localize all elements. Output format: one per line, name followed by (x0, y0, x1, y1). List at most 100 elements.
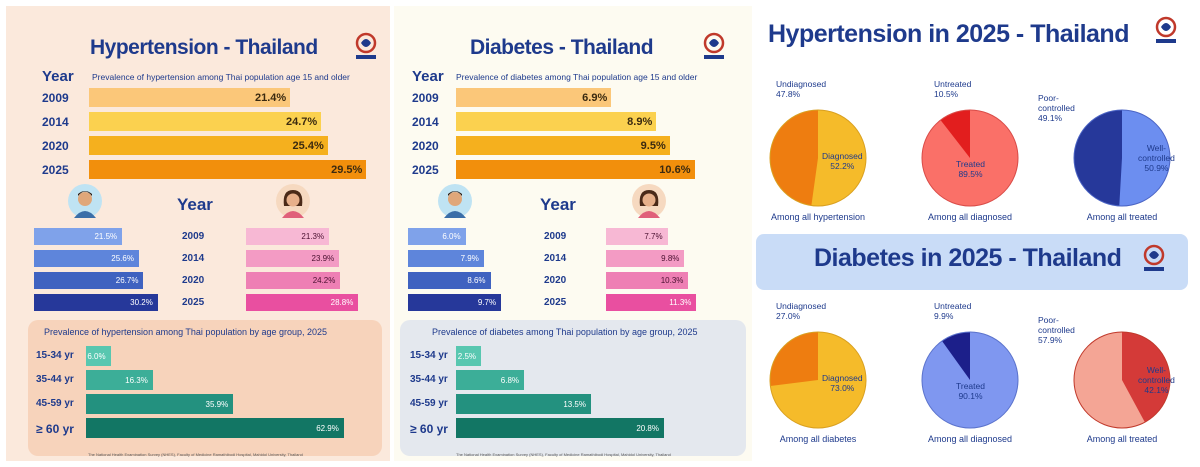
pie-inner-label: Well- controlled 42.1% (1138, 365, 1175, 395)
year-header: Year (42, 68, 74, 85)
pie-caption: Among all diagnosed (927, 434, 1013, 444)
age-label: 15-34 yr (36, 350, 74, 361)
overall-bar: 29.5% (89, 160, 367, 179)
pies-2025-panel: Hypertension in 2025 - Thailand Undiagno… (756, 6, 1194, 461)
female-avatar-icon (276, 184, 310, 218)
male-avatar-icon (438, 184, 472, 218)
sex-year-header: Year (177, 195, 213, 214)
female-bar: 23.9% (246, 250, 340, 267)
sex-year-label: 2009 (182, 231, 205, 242)
female-avatar-icon (632, 184, 666, 218)
overall-bar: 6.9% (456, 88, 612, 107)
pie-caption: Among all diabetes (779, 434, 857, 444)
sex-year-label: 2009 (544, 231, 567, 242)
overall-bar: 24.7% (89, 112, 322, 131)
pie-slice-minor (1074, 110, 1122, 206)
overall-subtitle: Prevalence of hypertension among Thai po… (92, 72, 350, 82)
diabetes-panel: Diabetes - Thailand Year Prevalence of d… (394, 6, 752, 461)
overall-subtitle: Prevalence of diabetes among Thai popula… (456, 72, 698, 82)
age-label: 35-44 yr (36, 374, 74, 385)
diabetes-title: Diabetes - Thailand (470, 36, 654, 59)
male-bar: 6.0% (408, 228, 466, 245)
pie-outer-label: Poor- controlled 57.9% (1038, 315, 1075, 345)
year-label: 2025 (412, 163, 439, 177)
survey-logo-icon (703, 32, 725, 59)
overall-bar: 21.4% (89, 88, 291, 107)
male-bar: 9.7% (408, 294, 502, 311)
pie-slice-minor (942, 332, 970, 380)
year-label: 2025 (42, 163, 69, 177)
pie-outline (1073, 109, 1171, 207)
age-bar: 13.5% (456, 394, 591, 414)
overall-bar: 10.6% (456, 160, 695, 179)
age-label: ≥ 60 yr (410, 422, 448, 436)
age-label: 15-34 yr (410, 350, 448, 361)
pie-outer-label: Untreated 10.5% (934, 79, 972, 99)
male-bar: 25.6% (34, 250, 139, 267)
age-label: 45-59 yr (410, 398, 448, 409)
pie-slice-minor (770, 332, 818, 387)
pie-chart (921, 109, 1019, 207)
female-bar: 21.3% (246, 228, 330, 245)
pie-slice-minor (940, 110, 970, 158)
sex-year-label: 2014 (544, 253, 567, 264)
survey-logo-icon (1143, 244, 1165, 271)
overall-bar: 25.4% (89, 136, 328, 155)
pie-inner-label: Well- controlled 50.9% (1138, 143, 1175, 173)
pie-inner-label: Diagnosed 73.0% (822, 373, 863, 393)
pie-outline (769, 331, 867, 429)
survey-logo-icon (1155, 16, 1177, 43)
age-bar: 6.0% (86, 346, 111, 366)
sex-year-label: 2014 (182, 253, 205, 264)
survey-logo-icon (355, 32, 377, 59)
male-bar: 7.9% (408, 250, 484, 267)
age-bar: 16.3% (86, 370, 153, 390)
age-label: 35-44 yr (410, 374, 448, 385)
pie-chart (769, 331, 867, 429)
age-bar: 35.9% (86, 394, 234, 414)
age-label: ≥ 60 yr (36, 422, 74, 436)
age-bar: 6.8% (456, 370, 524, 390)
female-bar: 9.8% (606, 250, 685, 267)
pie-caption: Among all hypertension (770, 212, 866, 222)
female-bar: 28.8% (246, 294, 359, 311)
pie-chart (769, 109, 867, 207)
overall-bar: 8.9% (456, 112, 657, 131)
footer-note: The National Health Examination Survey (… (456, 452, 671, 457)
male-bar: 30.2% (34, 294, 158, 311)
female-bar: 7.7% (606, 228, 668, 245)
pie-outer-label: Undiagnosed 27.0% (776, 301, 827, 321)
pie-inner-label: Treated 90.1% (956, 381, 985, 401)
hypertension-panel: Hypertension - Thailand Year Prevalence … (6, 6, 390, 461)
hypertension-title: Hypertension - Thailand (90, 36, 318, 59)
year-label: 2014 (42, 115, 69, 129)
overall-bar: 9.5% (456, 136, 670, 155)
footer-note: The National Health Examination Survey (… (88, 452, 303, 457)
male-bar: 26.7% (34, 272, 144, 289)
female-bar: 11.3% (606, 294, 697, 311)
pie-inner-label: Treated 89.5% (956, 159, 985, 179)
year-label: 2009 (412, 91, 439, 105)
age-subtitle: Prevalence of diabetes among Thai popula… (432, 327, 698, 337)
pie-caption: Among all treated (1086, 212, 1158, 222)
age-bar: 20.8% (456, 418, 664, 438)
pie-caption: Among all diagnosed (927, 212, 1013, 222)
pie-chart (1073, 331, 1171, 429)
female-bar: 24.2% (246, 272, 341, 289)
female-bar: 10.3% (606, 272, 689, 289)
age-bar: 62.9% (86, 418, 344, 438)
pie-outline (769, 109, 867, 207)
dm2025-title: Diabetes in 2025 - Thailand (814, 244, 1122, 272)
sex-year-label: 2025 (182, 297, 205, 308)
age-label: 45-59 yr (36, 398, 74, 409)
pie-outer-label: Poor- controlled 49.1% (1038, 93, 1075, 123)
pie-outer-label: Untreated 9.9% (934, 301, 972, 321)
pie-caption: Among all treated (1086, 434, 1158, 444)
pie-slice-minor (1074, 332, 1145, 428)
sex-year-header: Year (540, 195, 576, 214)
age-bar: 2.5% (456, 346, 481, 366)
ht2025-title: Hypertension in 2025 - Thailand (768, 20, 1129, 48)
pie-outline (921, 109, 1019, 207)
age-subtitle: Prevalence of hypertension among Thai po… (44, 327, 328, 337)
male-bar: 21.5% (34, 228, 123, 245)
